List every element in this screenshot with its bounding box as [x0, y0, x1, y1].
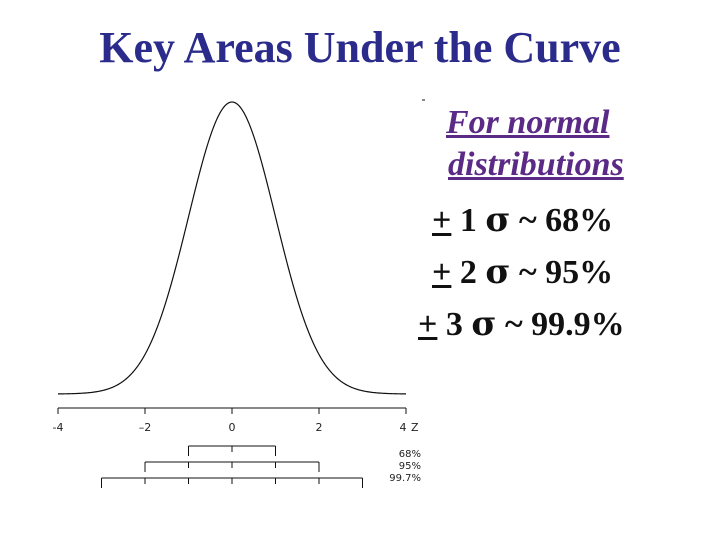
- interval-label: 95%: [399, 461, 421, 472]
- note-line-2: distributions: [448, 146, 624, 183]
- rule-percent: ~ 95%: [518, 254, 614, 291]
- sd-multiplier: 1: [459, 202, 477, 239]
- x-tick-label: 2: [316, 421, 323, 434]
- rule-2sd: + 2 σ ~ 95%: [432, 252, 613, 292]
- x-tick-label: –2: [139, 421, 152, 434]
- x-tick-label: 4: [400, 421, 407, 434]
- plus-minus-symbol: +: [418, 306, 438, 343]
- x-ticks: [57, 408, 407, 414]
- sigma-symbol: σ: [471, 304, 497, 344]
- plus-minus-symbol: +: [432, 254, 452, 291]
- plus-minus-symbol: +: [432, 202, 452, 239]
- rule-3sd: + 3 σ ~ 99.9%: [418, 304, 625, 344]
- page-title: Key Areas Under the Curve: [99, 23, 621, 72]
- sd-multiplier: 2: [459, 254, 477, 291]
- x-axis-label: Z: [411, 421, 419, 434]
- interval-label: 68%: [399, 449, 421, 460]
- rule-percent: ~ 99.9%: [504, 306, 625, 343]
- normal-density-curve: [57, 101, 407, 395]
- rule-1sd: + 1 σ ~ 68%: [432, 200, 613, 240]
- interval-label: 99.7%: [389, 473, 421, 484]
- note-line-1: For normal: [446, 104, 610, 141]
- sigma-symbol: σ: [485, 200, 511, 240]
- interval-labels: 68%95%99.7%: [389, 449, 421, 484]
- sigma-symbol: σ: [485, 252, 511, 292]
- interval-brackets: [101, 445, 363, 488]
- x-tick-label: 0: [229, 421, 236, 434]
- x-tick-labels: -4 –2 0 2 4: [53, 421, 407, 434]
- x-tick-label: -4: [53, 421, 64, 434]
- rule-percent: ~ 68%: [518, 202, 614, 239]
- sd-multiplier: 3: [445, 306, 463, 343]
